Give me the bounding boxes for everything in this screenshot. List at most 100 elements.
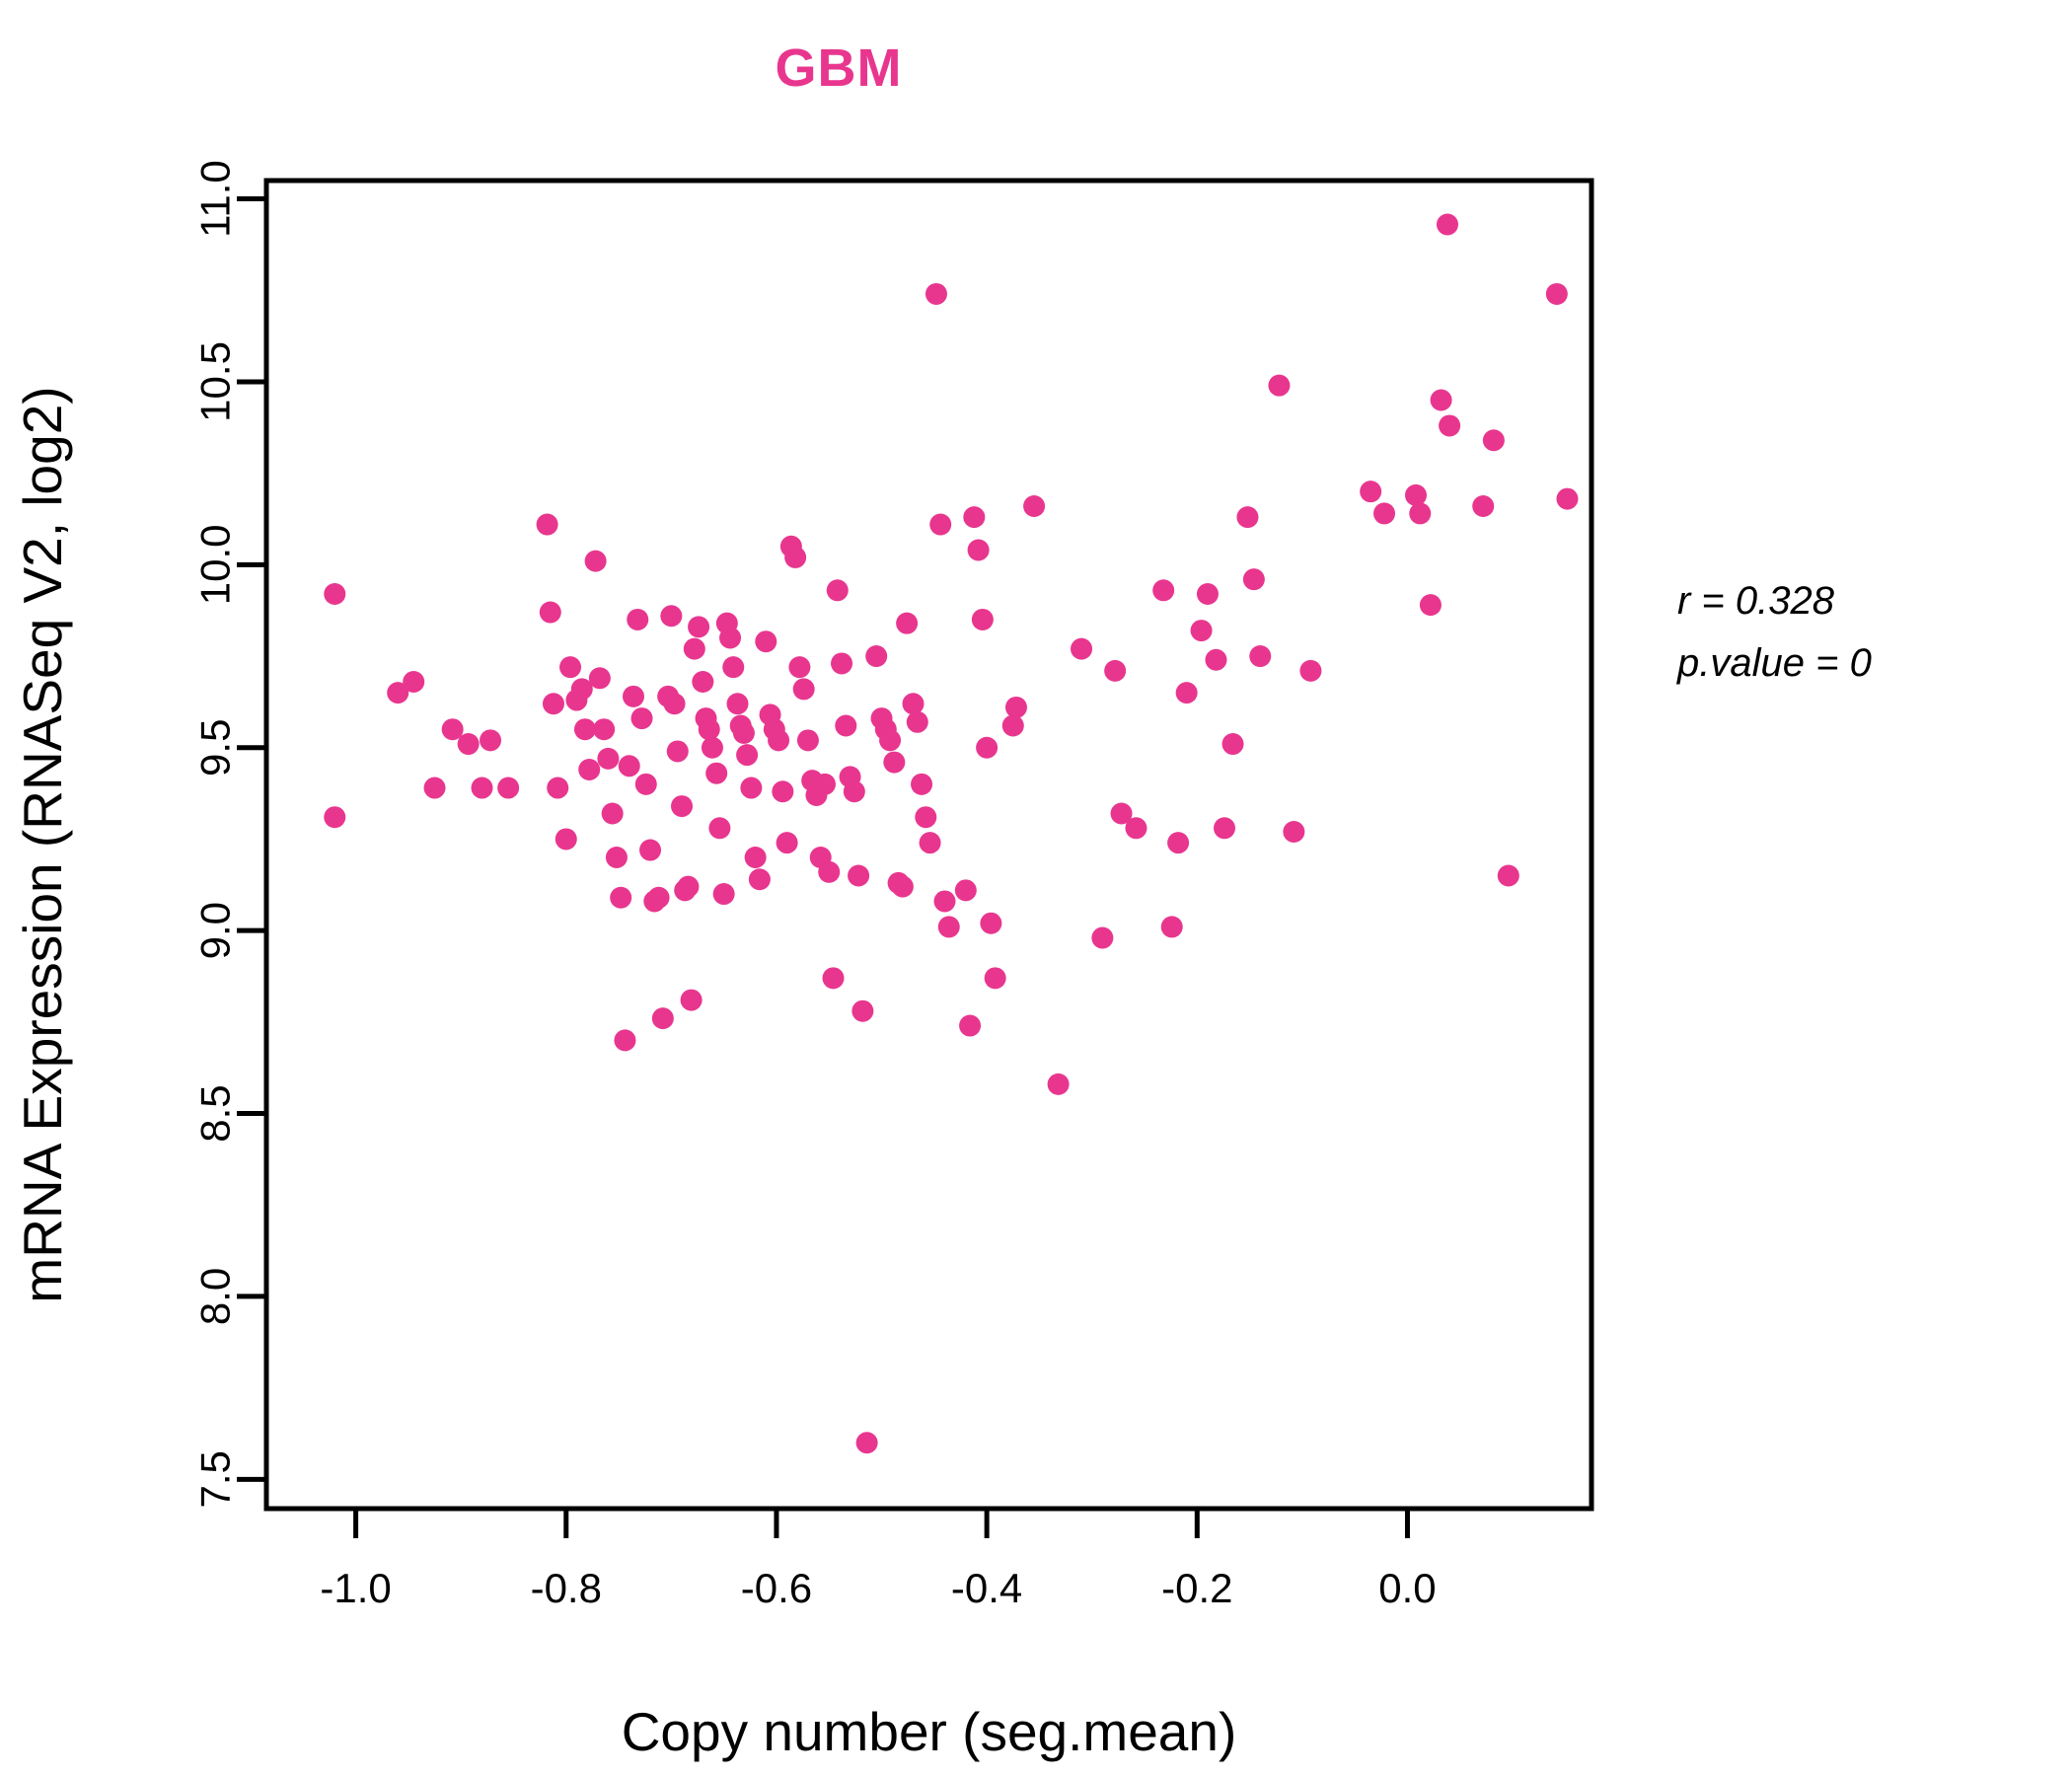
p-value: p.value = 0 (1676, 641, 1872, 685)
data-point (736, 744, 759, 767)
data-point (677, 875, 700, 898)
axis-label-layer: Copy number (seg.mean) mRNA Expression (R… (12, 386, 1236, 1762)
data-point (683, 637, 705, 660)
data-point (1545, 282, 1568, 305)
data-point (971, 608, 994, 630)
data-point (1205, 648, 1227, 671)
data-point (883, 751, 906, 774)
y-axis-tick-label: 11.0 (192, 160, 239, 238)
data-point (937, 916, 960, 938)
axis-layer: -1.0 -0.8 -0.6 -0.4 -0.2 0.0 7.5 8.0 8.5 9.0 9.5 10… (192, 160, 1594, 1611)
data-point (835, 714, 857, 737)
data-point (732, 721, 755, 744)
data-point (826, 579, 849, 602)
x-axis-tick-label: -0.2 (1161, 1565, 1232, 1611)
y-axis-tick-label: 7.5 (192, 1450, 239, 1508)
data-point (660, 605, 683, 628)
data-point (788, 656, 811, 679)
data-point (744, 846, 767, 868)
plot-frame (263, 178, 1594, 1512)
data-point (1497, 864, 1519, 887)
data-point (639, 839, 662, 861)
data-point (480, 729, 502, 752)
correlation-value: r = 0.328 (1677, 579, 1835, 623)
data-point (630, 707, 653, 730)
data-point (1004, 696, 1027, 718)
data-point (843, 780, 865, 803)
data-point (933, 890, 956, 913)
data-point (1167, 832, 1190, 854)
data-point (851, 999, 874, 1022)
data-point (570, 678, 593, 701)
data-point (865, 645, 888, 668)
data-point (536, 513, 558, 536)
data-point (929, 513, 952, 536)
y-axis-tick-label: 10.0 (192, 524, 239, 605)
data-point (622, 685, 644, 707)
data-point (1190, 620, 1213, 642)
data-point (818, 860, 841, 883)
data-point (542, 693, 564, 715)
data-point (547, 777, 569, 799)
data-point (324, 583, 346, 605)
data-point (692, 670, 714, 693)
data-point (792, 678, 815, 701)
data-point (471, 777, 493, 799)
data-point (1249, 645, 1272, 668)
data-point (698, 718, 720, 741)
data-point (896, 612, 919, 634)
data-point (1104, 659, 1127, 682)
data-point (1405, 483, 1427, 506)
data-point (578, 758, 601, 780)
data-point (441, 718, 464, 741)
data-point (1409, 502, 1432, 525)
y-axis-tick-label: 10.5 (192, 341, 239, 422)
data-point (1160, 916, 1183, 938)
data-point (963, 506, 986, 529)
data-point (722, 656, 745, 679)
data-point (663, 693, 686, 715)
data-point (967, 539, 990, 561)
data-point (911, 773, 933, 795)
x-axis-tick-label: 0.0 (1378, 1565, 1436, 1611)
data-point (976, 736, 999, 759)
data-point (634, 773, 657, 795)
x-axis-title: Copy number (seg.mean) (622, 1701, 1237, 1762)
data-points-layer (324, 213, 1579, 1454)
data-point (584, 550, 607, 572)
data-point (1482, 429, 1505, 452)
y-axis-tick-label: 9.0 (192, 902, 239, 959)
data-point (688, 616, 710, 638)
data-point (1214, 817, 1236, 840)
data-point (555, 828, 577, 851)
data-point (539, 601, 561, 624)
data-point (984, 967, 1006, 990)
data-point (1556, 487, 1579, 510)
data-point (387, 682, 409, 704)
data-point (1091, 926, 1114, 949)
data-point (1047, 1073, 1070, 1095)
data-point (666, 740, 689, 763)
data-point (784, 546, 807, 568)
data-point (772, 780, 794, 803)
y-axis-title: mRNA Expression (RNASeq V2, log2) (12, 386, 73, 1302)
y-axis-tick-label: 8.0 (192, 1268, 239, 1325)
data-point (559, 656, 582, 679)
data-point (588, 667, 611, 690)
data-point (919, 832, 941, 854)
data-point (726, 693, 749, 715)
data-point (1110, 802, 1133, 825)
data-point (627, 608, 649, 630)
data-point (855, 1432, 878, 1454)
data-point (610, 886, 632, 909)
data-point (647, 886, 670, 909)
x-axis-tick-label: -0.4 (951, 1565, 1022, 1611)
data-point (605, 846, 628, 868)
data-point (915, 806, 937, 829)
data-point (776, 832, 798, 854)
data-point (712, 883, 735, 906)
data-point (324, 806, 346, 829)
data-point (879, 729, 902, 752)
data-point (705, 762, 728, 784)
